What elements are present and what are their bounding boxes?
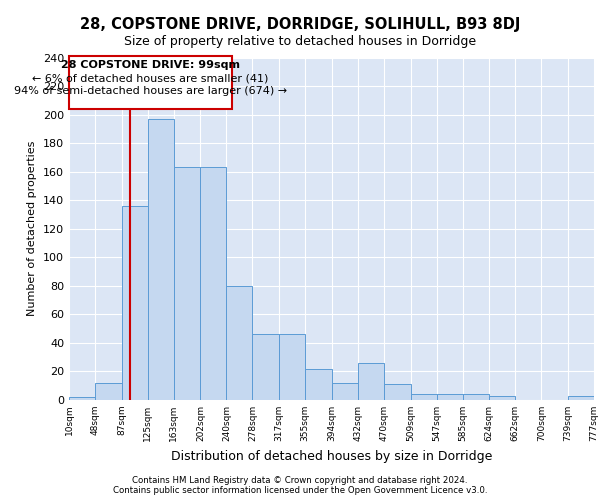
Bar: [95, 383, 122, 400]
Bar: [253, 334, 279, 400]
FancyBboxPatch shape: [69, 56, 232, 109]
Bar: [69, 397, 95, 400]
Bar: [568, 396, 594, 400]
Bar: [437, 394, 463, 400]
Y-axis label: Number of detached properties: Number of detached properties: [28, 141, 37, 316]
Bar: [489, 396, 515, 400]
Bar: [384, 384, 410, 400]
Bar: [148, 119, 174, 400]
Text: 28 COPSTONE DRIVE: 99sqm: 28 COPSTONE DRIVE: 99sqm: [61, 60, 240, 70]
Bar: [332, 383, 358, 400]
Text: Contains public sector information licensed under the Open Government Licence v3: Contains public sector information licen…: [113, 486, 487, 495]
Text: ← 6% of detached houses are smaller (41): ← 6% of detached houses are smaller (41): [32, 73, 269, 83]
Text: Contains HM Land Registry data © Crown copyright and database right 2024.: Contains HM Land Registry data © Crown c…: [132, 476, 468, 485]
Bar: [279, 334, 305, 400]
Bar: [174, 168, 200, 400]
Bar: [305, 368, 332, 400]
Bar: [358, 363, 384, 400]
Bar: [226, 286, 253, 400]
X-axis label: Distribution of detached houses by size in Dorridge: Distribution of detached houses by size …: [171, 450, 492, 462]
Text: 28, COPSTONE DRIVE, DORRIDGE, SOLIHULL, B93 8DJ: 28, COPSTONE DRIVE, DORRIDGE, SOLIHULL, …: [80, 18, 520, 32]
Bar: [463, 394, 489, 400]
Bar: [122, 206, 148, 400]
Bar: [200, 168, 226, 400]
Text: Size of property relative to detached houses in Dorridge: Size of property relative to detached ho…: [124, 35, 476, 48]
Text: 94% of semi-detached houses are larger (674) →: 94% of semi-detached houses are larger (…: [14, 86, 287, 96]
Bar: [410, 394, 437, 400]
